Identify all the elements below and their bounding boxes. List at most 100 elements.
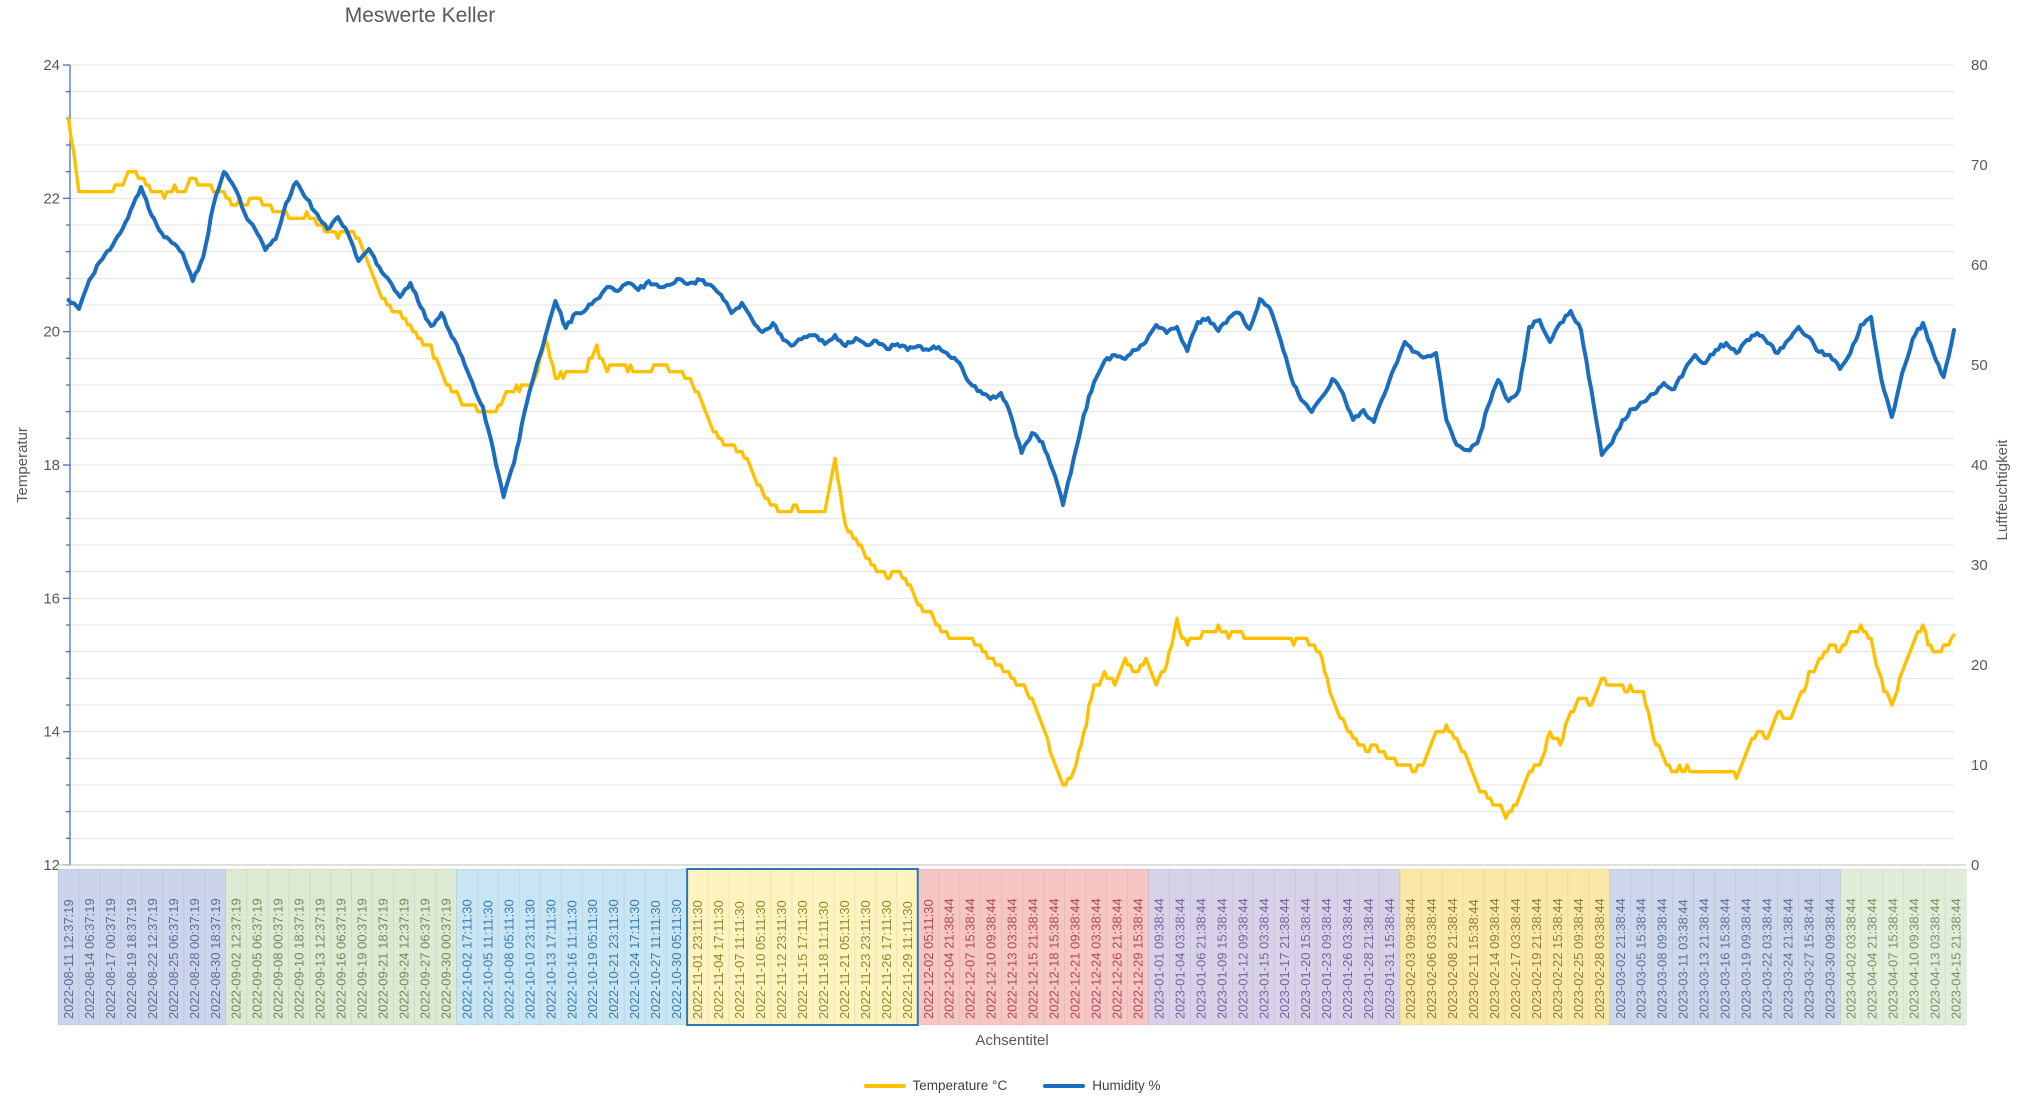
x-axis-label: 2023-02-22 15:38:44: [1550, 898, 1565, 1019]
x-axis-label: 2023-04-02 03:38:44: [1843, 898, 1858, 1019]
x-axis-label: 2022-12-13 03:38:44: [1005, 898, 1020, 1019]
x-axis-label: 2022-09-16 06:37:19: [334, 898, 349, 1019]
right-axis-tick-label: 40: [1971, 457, 1988, 474]
x-axis-label: 2022-12-07 15:38:44: [963, 898, 978, 1019]
x-axis-label: 2022-09-27 06:37:19: [417, 898, 432, 1019]
x-axis-label: 2022-11-12 23:11:30: [774, 900, 789, 1019]
x-axis-label: 2022-12-18 15:38:44: [1047, 898, 1062, 1019]
x-axis-label: 2022-12-24 03:38:44: [1089, 898, 1104, 1019]
x-axis-label: 2022-11-21 05:11:30: [837, 900, 852, 1019]
x-axis-label: 2023-01-20 15:38:44: [1298, 898, 1313, 1019]
left-axis-tick-label: 20: [43, 324, 60, 341]
x-axis-label: 2022-11-23 23:11:30: [858, 900, 873, 1019]
x-axis-label: 2023-01-12 09:38:44: [1235, 898, 1250, 1019]
x-axis-label: 2023-02-06 03:38:44: [1424, 898, 1439, 1019]
x-axis-label: 2023-04-07 15:38:44: [1885, 898, 1900, 1019]
x-axis-label: 2023-03-22 03:38:44: [1760, 898, 1775, 1019]
humidity-line-swatch-icon: [1043, 1083, 1086, 1088]
x-axis-label: 2022-12-15 21:38:44: [1026, 898, 1041, 1019]
right-axis-tick-label: 60: [1971, 257, 1988, 274]
x-axis-label: 2023-02-11 15:38:44: [1466, 899, 1481, 1019]
right-axis-title: Luftfeuchtigkeit: [1994, 439, 2011, 541]
right-axis-tick-label: 10: [1971, 757, 1988, 774]
right-axis-tick-label: 70: [1971, 157, 1988, 174]
x-axis-label: 2022-09-13 12:37:19: [313, 898, 328, 1019]
x-axis-label: 2023-02-14 09:38:44: [1487, 898, 1502, 1019]
x-axis-label: 2022-08-22 12:37:19: [145, 898, 160, 1019]
x-axis-label: 2023-04-10 09:38:44: [1906, 898, 1921, 1019]
x-axis-label: 2022-10-24 17:11:30: [627, 899, 642, 1019]
left-axis-tick-label: 14: [43, 724, 60, 741]
x-axis-label: 2022-12-02 05:11:30: [921, 899, 936, 1019]
x-axis-label: 2023-03-27 15:38:44: [1801, 898, 1816, 1019]
legend-label-humidity: Humidity %: [1092, 1078, 1161, 1093]
x-axis-label: 2022-10-16 11:11:30: [564, 900, 579, 1019]
x-axis-group-band: [1399, 868, 1611, 1026]
x-axis-label: 2023-01-23 09:38:44: [1319, 898, 1334, 1019]
x-axis-label: 2022-11-15 17:11:30: [795, 900, 810, 1019]
x-axis-group-band: [456, 868, 688, 1026]
x-axis-label: 2022-10-08 05:11:30: [501, 899, 516, 1019]
x-axis-label: 2023-02-17 03:38:44: [1508, 898, 1523, 1019]
x-axis-label: 2023-01-28 21:38:44: [1361, 898, 1376, 1019]
x-axis-group-band: [917, 868, 1149, 1026]
x-axis-label: 2022-08-30 18:37:19: [208, 898, 223, 1019]
x-axis-label: 2023-01-09 15:38:44: [1214, 898, 1229, 1019]
right-axis-tick-label: 80: [1971, 57, 1988, 74]
x-axis-label: 2023-01-26 03:38:44: [1340, 898, 1355, 1019]
x-axis-label: 2023-03-19 09:38:44: [1739, 898, 1754, 1019]
x-axis-label: 2022-09-05 06:37:19: [250, 898, 265, 1019]
x-axis-label: 2022-10-21 23:11:30: [606, 899, 621, 1019]
x-axis-label: 2023-04-13 03:38:44: [1927, 898, 1942, 1019]
x-axis-label: 2022-09-10 18:37:19: [292, 898, 307, 1019]
x-axis-label: 2022-12-29 15:38:44: [1130, 898, 1145, 1019]
humidity-series-line[interactable]: [66, 170, 1956, 507]
x-axis-label: 2022-12-04 21:38:44: [942, 898, 957, 1019]
left-axis-tick-label: 18: [43, 457, 60, 474]
x-axis-label: 2022-09-19 00:37:19: [355, 898, 370, 1019]
x-axis-label: 2022-11-18 11:11:30: [816, 901, 831, 1019]
x-axis-group-band: [57, 868, 227, 1026]
temperature-series-line[interactable]: [66, 116, 1956, 820]
x-axis-label: 2023-03-05 15:38:44: [1634, 898, 1649, 1019]
left-axis-tick-label: 16: [43, 590, 60, 607]
x-axis-label: 2023-03-30 09:38:44: [1822, 898, 1837, 1019]
x-axis-label: 2022-12-26 21:38:44: [1109, 898, 1124, 1019]
x-axis-label: 2022-10-30 05:11:30: [669, 899, 684, 1019]
legend-item-humidity[interactable]: Humidity %: [1043, 1078, 1160, 1093]
x-axis-label: 2022-11-10 05:11:30: [753, 900, 768, 1019]
x-axis-label: 2023-03-16 15:38:44: [1718, 898, 1733, 1019]
x-axis-label: 2022-08-28 00:37:19: [187, 898, 202, 1019]
x-axis-title[interactable]: Achsentitel: [975, 1032, 1049, 1049]
legend-item-temperature[interactable]: Temperature °C: [863, 1078, 1008, 1093]
x-axis-label: 2023-01-04 03:38:44: [1172, 898, 1187, 1019]
selected-range-border[interactable]: [686, 868, 919, 1026]
left-axis-tick-label: 12: [43, 857, 60, 874]
x-axis-label: 2023-03-11 03:38:44: [1676, 899, 1691, 1019]
x-axis-label: 2023-01-01 09:38:44: [1151, 898, 1166, 1019]
x-axis-label: 2022-09-24 12:37:19: [397, 898, 412, 1019]
chart-title[interactable]: Meswerte Keller: [344, 4, 496, 27]
x-axis-label: 2022-10-02 17:11:30: [459, 899, 474, 1019]
x-axis-label: 2023-04-15 21:38:44: [1948, 898, 1963, 1019]
right-axis-tick-label: 0: [1971, 857, 1979, 874]
right-axis-tick-label: 30: [1971, 557, 1988, 574]
x-axis-label: 2022-11-26 17:11:30: [879, 900, 894, 1019]
x-axis-label: 2022-09-02 12:37:19: [229, 898, 244, 1019]
x-axis-label: 2022-08-19 18:37:19: [124, 898, 139, 1019]
x-axis-label: 2022-09-30 00:37:19: [438, 898, 453, 1019]
x-axis-label: 2022-11-07 11:11:30: [732, 901, 747, 1019]
x-axis-label: 2022-10-13 17:11:30: [543, 899, 558, 1019]
x-axis-label: 2023-03-13 21:38:44: [1697, 898, 1712, 1019]
x-axis-label: 2023-02-25 09:38:44: [1571, 898, 1586, 1019]
legend: Temperature °C Humidity %: [70, 1078, 1954, 1093]
x-axis-group-band: [225, 868, 457, 1026]
x-axis-label: 2022-10-27 11:11:30: [648, 900, 663, 1019]
x-axis-label: 2023-02-19 21:38:44: [1529, 898, 1544, 1019]
legend-label-temperature: Temperature °C: [912, 1078, 1008, 1093]
x-axis-label: 2022-11-01 23:11:30: [690, 900, 705, 1019]
x-axis-label: 2023-01-15 03:38:44: [1256, 898, 1271, 1019]
x-axis-label: 2022-09-08 00:37:19: [271, 898, 286, 1019]
x-axis-label: 2023-02-08 21:38:44: [1445, 898, 1460, 1019]
x-axis-group-band: [686, 868, 919, 1026]
